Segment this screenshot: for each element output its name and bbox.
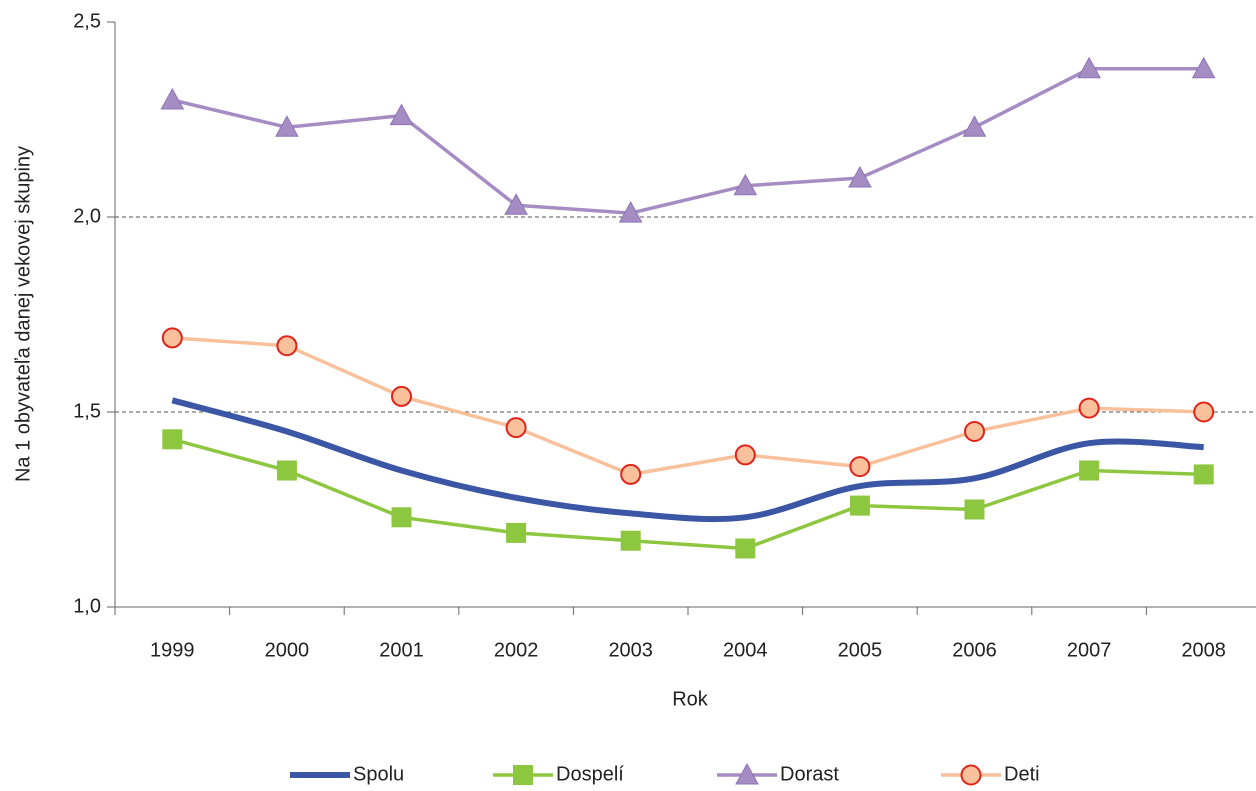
data-point xyxy=(276,460,297,481)
legend-marker xyxy=(513,765,533,785)
legend-label: Dorast xyxy=(780,763,839,785)
legend-marker xyxy=(735,762,759,785)
data-point xyxy=(275,115,299,137)
x-tick-label: 2008 xyxy=(1181,639,1226,661)
data-point xyxy=(505,417,527,439)
x-tick-label: 2005 xyxy=(838,639,883,661)
x-tick-label: 2003 xyxy=(608,639,653,661)
x-tick-label: 2006 xyxy=(952,639,997,661)
data-point xyxy=(620,463,642,485)
y-axis-label: Na 1 obyvateľa danej vekovej skupiny xyxy=(12,146,34,482)
data-point xyxy=(506,522,527,543)
data-point xyxy=(620,530,641,551)
data-point xyxy=(618,201,643,223)
data-point xyxy=(734,444,756,466)
data-point xyxy=(1078,397,1100,419)
series-line xyxy=(171,397,1204,523)
x-tick-label: 2000 xyxy=(265,639,310,661)
x-tick-label: 1999 xyxy=(150,639,195,661)
data-point xyxy=(962,115,987,137)
data-point xyxy=(733,173,758,196)
x-tick-label: 2007 xyxy=(1067,639,1112,661)
data-point xyxy=(504,193,528,215)
data-point xyxy=(161,327,183,349)
data-point xyxy=(848,165,872,188)
data-point xyxy=(964,499,985,520)
legend-label: Spolu xyxy=(353,763,404,785)
y-tick-label: 1,0 xyxy=(73,595,101,617)
data-point xyxy=(964,421,985,442)
data-point xyxy=(1193,464,1214,485)
data-point xyxy=(162,429,183,450)
data-point xyxy=(389,103,414,126)
data-point xyxy=(276,335,298,357)
data-point xyxy=(1077,56,1101,79)
data-point xyxy=(1079,460,1100,481)
legend-marker xyxy=(960,764,982,786)
y-tick-label: 1,5 xyxy=(73,400,101,422)
series-line xyxy=(172,336,1204,477)
legend-label: Dospelí xyxy=(556,763,624,785)
x-tick-label: 2001 xyxy=(379,639,424,661)
y-tick-label: 2,0 xyxy=(73,205,101,227)
data-point xyxy=(849,456,871,478)
data-point xyxy=(391,507,412,528)
data-point xyxy=(1193,401,1215,423)
data-point xyxy=(160,87,185,110)
series-line xyxy=(171,67,1204,215)
series-line xyxy=(171,437,1204,551)
x-tick-label: 2002 xyxy=(494,639,539,661)
y-tick-label: 2,5 xyxy=(73,10,101,32)
data-point xyxy=(849,495,870,516)
x-tick-label: 2004 xyxy=(723,639,768,661)
data-point xyxy=(735,538,756,559)
x-axis-label: Rok xyxy=(672,688,709,710)
legend-label: Deti xyxy=(1004,763,1040,785)
data-point xyxy=(1191,56,1216,79)
data-point xyxy=(391,385,412,407)
